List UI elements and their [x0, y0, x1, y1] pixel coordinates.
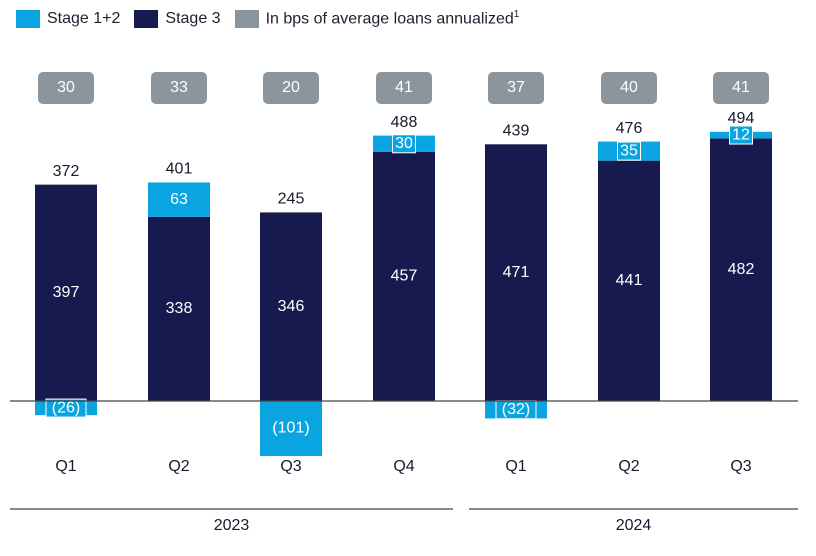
label-stage3-3: 457	[391, 268, 418, 285]
bps-badge-3	[376, 72, 432, 104]
legend-swatch-stage12	[16, 9, 40, 28]
x-tick-label-5: Q2	[618, 458, 639, 475]
label-stage3-2: 346	[278, 298, 305, 315]
x-tick-label-2: Q3	[280, 458, 301, 475]
x-tick-label-3: Q4	[393, 458, 414, 475]
label-box-stage12-0	[45, 398, 87, 418]
label-total-6: 494	[728, 110, 755, 127]
x-tick-label-0: Q1	[55, 458, 76, 475]
legend-item-stage12: Stage 1+2	[16, 9, 121, 28]
label-stage3-0: 397	[53, 284, 80, 301]
x-tick-label-1: Q2	[168, 458, 189, 475]
label-stage12-6: 12	[732, 126, 750, 143]
bar-stage3-2	[260, 212, 322, 401]
label-stage12-5: 35	[620, 142, 638, 159]
label-total-1: 401	[166, 161, 193, 178]
legend-label-bps-text: In bps of average loans annualized	[265, 10, 514, 28]
bps-badge-2	[263, 72, 319, 104]
bar-stage3-3	[373, 151, 435, 401]
legend-swatch-bps	[234, 9, 259, 28]
year-group-label-0: 2023	[214, 517, 250, 534]
year-group-label-1: 2024	[616, 517, 652, 534]
label-stage12-0: (26)	[52, 399, 80, 416]
x-tick-label-6: Q3	[730, 458, 751, 475]
label-total-4: 439	[503, 123, 530, 140]
bar-stage3-0	[35, 184, 97, 401]
bps-badge-4	[488, 72, 544, 104]
legend-label-stage12: Stage 1+2	[47, 9, 121, 27]
bps-badge-label-2: 20	[282, 79, 300, 96]
label-stage3-5: 441	[616, 272, 643, 289]
bps-badge-label-5: 40	[620, 79, 638, 96]
label-total-3: 488	[391, 114, 418, 131]
legend-item-bps: In bps of average loans annualized1	[234, 9, 520, 28]
label-stage3-4: 471	[503, 264, 530, 281]
bps-badge-label-6: 41	[732, 79, 750, 96]
label-total-2: 245	[278, 191, 305, 208]
bps-badge-label-3: 41	[395, 79, 413, 96]
bar-stage3-1	[148, 216, 210, 401]
label-stage3-6: 482	[728, 261, 755, 278]
legend-label-bps: In bps of average loans annualized1	[266, 9, 520, 28]
bps-badge-label-1: 33	[170, 79, 188, 96]
label-stage12-1: 63	[170, 191, 188, 208]
legend-footnote-marker: 1	[513, 9, 520, 20]
label-stage3-1: 338	[166, 300, 193, 317]
x-tick-label-4: Q1	[505, 458, 526, 475]
bps-badge-5	[601, 72, 657, 104]
bps-badge-6	[713, 72, 769, 104]
label-stage12-2: (101)	[272, 420, 309, 437]
label-box-stage12-5	[617, 141, 641, 161]
bps-badge-0	[38, 72, 94, 104]
label-total-0: 372	[53, 163, 80, 180]
legend-swatch-stage3	[134, 9, 159, 28]
bps-badge-label-4: 37	[507, 79, 525, 96]
label-total-5: 476	[616, 120, 643, 137]
bps-badge-1	[151, 72, 207, 104]
label-stage12-3: 30	[395, 135, 413, 152]
label-stage12-4: (32)	[502, 401, 530, 418]
bar-stage3-4	[485, 144, 547, 401]
bar-stage3-6	[710, 138, 772, 401]
label-box-stage12-3	[392, 134, 416, 154]
legend-item-stage3: Stage 3	[134, 9, 221, 28]
label-box-stage12-6	[729, 125, 753, 145]
legend: Stage 1+2 Stage 3 In bps of average loan…	[16, 9, 533, 28]
bar-stage12-1	[148, 182, 210, 217]
bar-stage3-5	[598, 160, 660, 401]
bar-stage12-2	[260, 401, 322, 457]
bps-badge-label-0: 30	[57, 79, 75, 96]
legend-label-stage3: Stage 3	[165, 9, 221, 27]
